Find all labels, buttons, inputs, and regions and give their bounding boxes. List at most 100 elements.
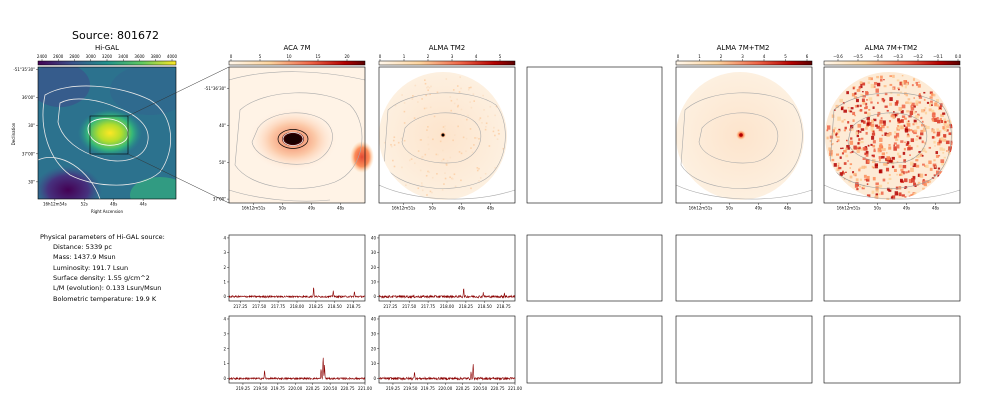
param-mass: Mass: 1437.9 Msun <box>53 253 116 261</box>
noise-pixel <box>449 156 452 159</box>
noise-pixel <box>875 88 879 93</box>
param-distance: Distance: 5339 pc <box>53 243 112 251</box>
noise-pixel <box>916 135 918 138</box>
noise-pixel <box>902 164 907 169</box>
y-tick-label: 40 <box>371 316 377 321</box>
colorbar-tick-label: 0.0 <box>955 54 962 59</box>
higal-colorbar <box>37 60 177 66</box>
noise-pixel <box>439 140 442 143</box>
noise-pixel <box>912 176 916 180</box>
y-tick-label: -51°35'30" <box>13 67 35 72</box>
noise-pixel <box>906 110 910 113</box>
noise-pixel <box>837 139 840 142</box>
noise-pixel <box>924 150 928 153</box>
noise-pixel <box>878 184 883 188</box>
noise-pixel <box>875 182 879 186</box>
noise-pixel <box>879 137 883 142</box>
noise-pixel <box>383 141 386 144</box>
noise-pixel <box>910 194 914 198</box>
noise-pixel <box>915 102 919 106</box>
noise-pixel <box>454 185 457 188</box>
noise-pixel <box>870 77 873 81</box>
noise-pixel <box>831 158 835 162</box>
colorbar-tick-label: 3 <box>741 54 744 59</box>
noise-pixel <box>865 153 869 157</box>
noise-pixel <box>901 115 906 118</box>
noise-pixel <box>866 194 871 198</box>
noise-pixel <box>889 97 893 102</box>
noise-pixel <box>429 190 432 193</box>
noise-pixel <box>859 131 862 133</box>
noise-pixel <box>937 141 941 146</box>
noise-pixel <box>851 128 854 131</box>
noise-pixel <box>427 89 429 92</box>
colorbar-tick-label: 0 <box>230 54 233 59</box>
noise-pixel <box>878 127 883 132</box>
params-heading: Physical parameters of Hi-GAL source: <box>40 233 165 241</box>
noise-pixel <box>840 106 844 110</box>
noise-pixel <box>866 91 869 95</box>
noise-pixel <box>856 134 860 138</box>
noise-pixel <box>465 118 468 121</box>
x-tick-label: 220.25 <box>456 386 470 391</box>
noise-pixel <box>846 144 850 150</box>
noise-pixel <box>872 167 875 169</box>
spectrum-line <box>228 357 366 381</box>
noise-pixel <box>489 105 492 108</box>
x-tick-label: 16h12m54s <box>43 202 67 207</box>
x-tick-label: 48s <box>110 202 117 207</box>
noise-pixel <box>928 102 933 107</box>
noise-pixel <box>417 187 420 190</box>
noise-pixel <box>865 102 868 106</box>
colorbar-tick-label: 4 <box>763 54 766 59</box>
noise-pixel <box>435 153 438 156</box>
noise-pixel <box>911 177 915 183</box>
noise-pixel <box>485 122 488 125</box>
noise-pixel <box>860 83 863 86</box>
noise-pixel <box>494 134 496 137</box>
x-tick-label: 217.75 <box>421 304 435 309</box>
noise-pixel <box>893 146 897 151</box>
noise-pixel <box>835 153 840 156</box>
noise-pixel <box>866 99 868 101</box>
y-tick-label: 0 <box>373 376 376 381</box>
noise-pixel <box>921 147 926 152</box>
noise-pixel <box>901 85 904 88</box>
noise-pixel <box>845 147 848 151</box>
noise-pixel <box>950 142 953 146</box>
noise-pixel <box>867 81 870 84</box>
noise-pixel <box>884 105 888 108</box>
noise-pixel <box>933 140 936 144</box>
noise-pixel <box>904 196 907 199</box>
noise-pixel <box>858 168 861 172</box>
noise-pixel <box>909 161 914 166</box>
noise-pixel <box>926 125 930 130</box>
noise-pixel <box>876 94 880 97</box>
noise-pixel <box>839 98 844 103</box>
noise-pixel <box>872 140 876 144</box>
noise-pixel <box>828 147 832 151</box>
tm2-peak <box>441 133 445 137</box>
noise-pixel <box>487 115 489 118</box>
noise-pixel <box>921 154 924 157</box>
noise-pixel <box>862 184 866 188</box>
noise-pixel <box>876 113 880 117</box>
y-tick-label: 37'00" <box>22 151 35 156</box>
noise-pixel <box>903 159 907 163</box>
noise-pixel <box>906 123 911 127</box>
noise-pixel <box>442 149 444 152</box>
noise-pixel <box>860 119 864 123</box>
noise-pixel <box>419 139 422 141</box>
noise-pixel <box>942 138 947 142</box>
noise-pixel <box>433 115 436 118</box>
noise-pixel <box>898 186 902 190</box>
noise-pixel <box>836 135 840 139</box>
noise-pixel <box>428 86 431 89</box>
noise-pixel <box>867 119 871 123</box>
noise-pixel <box>939 103 943 107</box>
noise-pixel <box>426 194 428 196</box>
noise-pixel <box>864 111 868 114</box>
noise-pixel <box>502 147 505 150</box>
noise-pixel <box>882 162 887 166</box>
noise-pixel <box>876 75 880 79</box>
